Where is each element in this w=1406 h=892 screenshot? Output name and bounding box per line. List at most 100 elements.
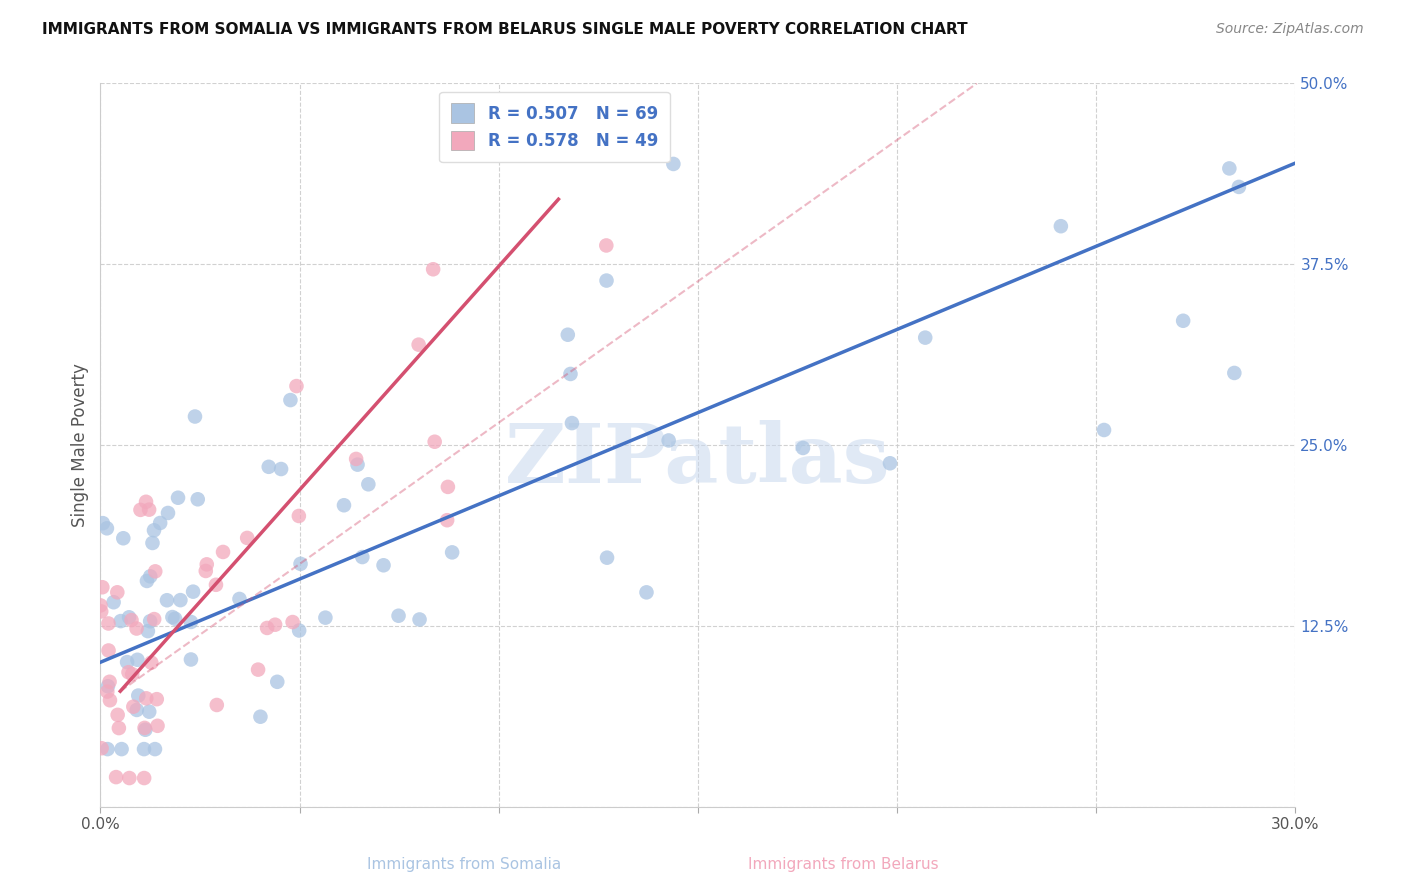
Point xyxy=(346,458,368,472)
Point xyxy=(110,742,132,756)
Point xyxy=(135,691,157,706)
Point xyxy=(141,656,163,670)
Point xyxy=(1050,219,1073,234)
Point xyxy=(105,770,128,784)
Point xyxy=(146,692,169,706)
Point xyxy=(290,557,312,571)
Point xyxy=(408,337,430,351)
Point xyxy=(138,502,160,516)
Point xyxy=(1227,180,1250,194)
Point xyxy=(595,238,617,252)
Point xyxy=(441,545,464,559)
Point xyxy=(792,441,814,455)
Point xyxy=(288,508,311,523)
Point xyxy=(127,689,149,703)
Point xyxy=(117,665,139,680)
Point xyxy=(557,327,579,342)
Point xyxy=(122,699,145,714)
Point xyxy=(89,599,111,613)
Point xyxy=(143,612,166,626)
Point xyxy=(314,610,336,624)
Point xyxy=(118,771,141,785)
Y-axis label: Single Male Poverty: Single Male Poverty xyxy=(72,363,89,527)
Point xyxy=(914,331,936,345)
Point xyxy=(281,615,304,629)
Point xyxy=(187,492,209,507)
Point xyxy=(143,742,166,756)
Point xyxy=(135,495,157,509)
Point xyxy=(146,719,169,733)
Point xyxy=(270,462,292,476)
Point xyxy=(143,565,166,579)
Point xyxy=(595,274,617,288)
Point xyxy=(236,531,259,545)
Point xyxy=(90,741,112,756)
Point xyxy=(879,456,901,470)
Point xyxy=(103,595,125,609)
Point xyxy=(333,498,356,512)
Point xyxy=(97,616,120,631)
Point xyxy=(132,742,155,756)
Point xyxy=(1173,314,1195,328)
Point xyxy=(98,693,121,707)
Point xyxy=(105,585,128,599)
Point xyxy=(165,612,187,626)
Point xyxy=(96,521,118,535)
Point xyxy=(121,613,143,627)
Point xyxy=(156,593,179,607)
Point xyxy=(288,624,311,638)
Point xyxy=(194,564,217,578)
Point xyxy=(136,574,159,588)
Legend: R = 0.507   N = 69, R = 0.578   N = 49: R = 0.507 N = 69, R = 0.578 N = 49 xyxy=(439,92,669,162)
Point xyxy=(1218,161,1240,176)
Point xyxy=(181,584,204,599)
Point xyxy=(658,434,681,448)
Point xyxy=(125,622,148,636)
Text: Source: ZipAtlas.com: Source: ZipAtlas.com xyxy=(1216,22,1364,37)
Point xyxy=(90,604,112,618)
Point xyxy=(96,684,118,698)
Point xyxy=(180,652,202,666)
Point xyxy=(344,451,367,466)
Point xyxy=(139,614,162,628)
Point xyxy=(408,612,430,626)
Point xyxy=(169,593,191,607)
Point xyxy=(266,674,288,689)
Point xyxy=(129,503,152,517)
Point xyxy=(136,624,159,639)
Point xyxy=(436,513,458,527)
Point xyxy=(228,591,250,606)
Point xyxy=(561,416,583,430)
Point xyxy=(110,614,132,628)
Point xyxy=(125,703,148,717)
Point xyxy=(560,367,582,381)
Point xyxy=(596,550,619,565)
Point xyxy=(96,742,118,756)
Point xyxy=(97,643,120,657)
Point xyxy=(280,393,302,408)
Point xyxy=(108,721,131,735)
Point xyxy=(162,610,184,624)
Point xyxy=(357,477,380,491)
Point xyxy=(121,667,143,681)
Point xyxy=(437,480,460,494)
Point xyxy=(195,558,218,572)
Point xyxy=(139,569,162,583)
Point xyxy=(636,585,658,599)
Point xyxy=(149,516,172,530)
Point xyxy=(205,698,228,712)
Point xyxy=(118,610,141,624)
Point xyxy=(257,459,280,474)
Point xyxy=(387,608,409,623)
Text: Immigrants from Belarus: Immigrants from Belarus xyxy=(748,857,939,872)
Text: IMMIGRANTS FROM SOMALIA VS IMMIGRANTS FROM BELARUS SINGLE MALE POVERTY CORRELATI: IMMIGRANTS FROM SOMALIA VS IMMIGRANTS FR… xyxy=(42,22,967,37)
Point xyxy=(1092,423,1115,437)
Text: Immigrants from Somalia: Immigrants from Somalia xyxy=(367,857,561,872)
Point xyxy=(156,506,179,520)
Point xyxy=(134,721,156,735)
Point xyxy=(180,615,202,629)
Point xyxy=(247,663,270,677)
Point xyxy=(1223,366,1246,380)
Point xyxy=(98,674,121,689)
Point xyxy=(134,771,156,785)
